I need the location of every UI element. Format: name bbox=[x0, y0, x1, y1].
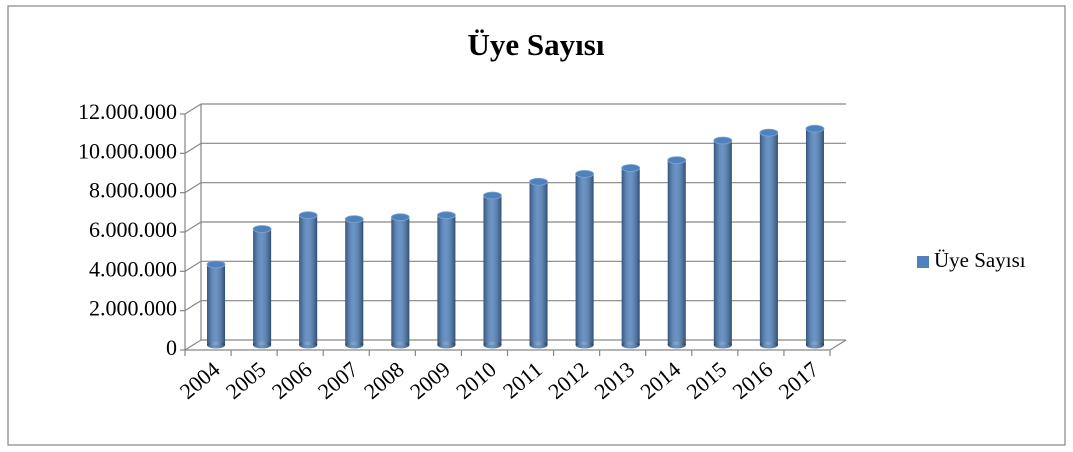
bar-base-shade bbox=[253, 341, 272, 349]
grid-line bbox=[184, 339, 202, 351]
bar-base-shade bbox=[391, 341, 410, 349]
bar-cap bbox=[206, 260, 226, 269]
grid-line bbox=[184, 142, 202, 154]
floor-edge bbox=[829, 339, 847, 351]
grid-line bbox=[184, 103, 202, 115]
y-tick-label: 0 bbox=[166, 335, 177, 360]
y-tick-label: 12.000.000 bbox=[78, 99, 177, 124]
y-tick-label: 6.000.000 bbox=[89, 217, 177, 242]
bar-cap bbox=[805, 124, 825, 133]
bar-shade bbox=[483, 195, 502, 345]
bar-cap bbox=[759, 128, 779, 137]
bar-base-shade bbox=[621, 341, 640, 349]
y-tick-label: 4.000.000 bbox=[89, 256, 177, 281]
bar-base-shade bbox=[667, 341, 686, 349]
bar-shade bbox=[437, 215, 456, 345]
bar-base-shade bbox=[345, 341, 364, 349]
bar-shade bbox=[345, 219, 364, 345]
bar-shade bbox=[253, 228, 272, 345]
bar-cap bbox=[252, 225, 272, 233]
bar-base-shade bbox=[759, 341, 778, 349]
bar-cap bbox=[621, 164, 641, 172]
bar-cap bbox=[390, 213, 410, 222]
legend-swatch bbox=[917, 256, 929, 268]
bar-shade bbox=[759, 132, 778, 345]
bar-cap bbox=[344, 215, 364, 224]
bar-shade bbox=[207, 264, 226, 345]
bar-cap bbox=[298, 211, 318, 220]
bar-base-shade bbox=[299, 341, 318, 349]
y-tick-label: 8.000.000 bbox=[89, 178, 177, 203]
bar-base-shade bbox=[575, 341, 594, 349]
bar-shade bbox=[667, 160, 686, 345]
grid-line bbox=[184, 300, 202, 312]
bar-cap bbox=[529, 177, 548, 186]
bar-base-shade bbox=[529, 341, 548, 349]
bar-shade bbox=[391, 217, 410, 345]
bar-cap bbox=[713, 136, 733, 145]
bar-base-shade bbox=[207, 341, 226, 349]
bar-shade bbox=[529, 181, 548, 345]
bar-shade bbox=[575, 173, 594, 345]
y-tick-label: 2.000.000 bbox=[89, 296, 177, 321]
bar-base-shade bbox=[483, 341, 502, 349]
grid-line bbox=[184, 221, 202, 233]
bar-cap bbox=[667, 156, 687, 165]
chart-title: Üye Sayısı bbox=[468, 27, 605, 62]
y-tick-label: 10.000.000 bbox=[78, 138, 177, 163]
bar-base-shade bbox=[437, 341, 456, 349]
legend-label: Üye Sayısı bbox=[934, 248, 1026, 272]
bar-cap bbox=[575, 169, 595, 178]
bar-shade bbox=[621, 168, 640, 345]
bar-shade bbox=[713, 140, 732, 345]
bar-shade bbox=[805, 128, 824, 345]
bar-cap bbox=[436, 211, 456, 220]
grid-line bbox=[184, 260, 202, 272]
bar-base-shade bbox=[713, 341, 732, 349]
grid-line bbox=[184, 182, 202, 194]
bar-base-shade bbox=[805, 341, 824, 349]
bar-shade bbox=[299, 215, 318, 345]
bar-cap bbox=[483, 191, 502, 200]
